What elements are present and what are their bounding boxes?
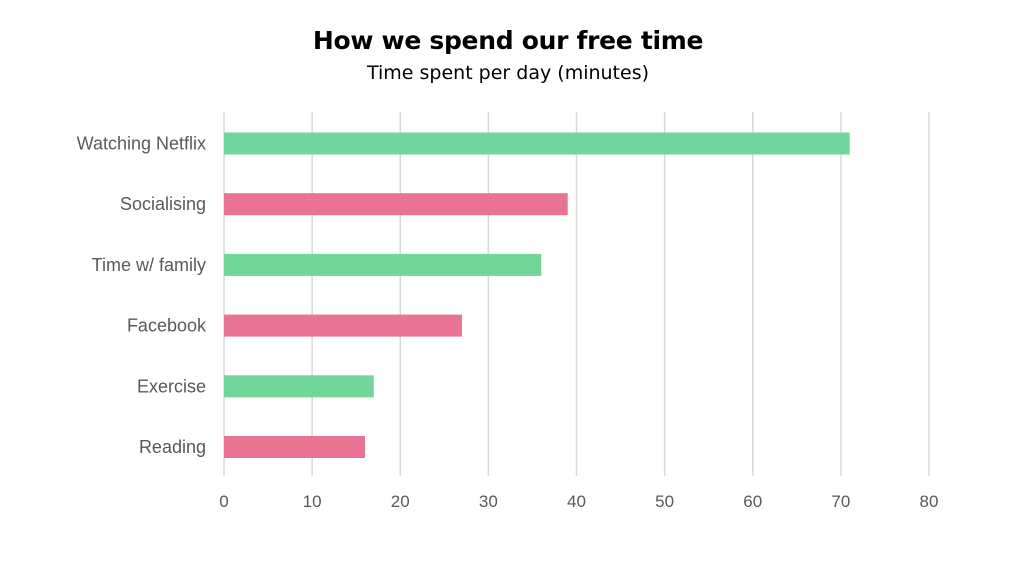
x-tick-label: 70 [831, 492, 850, 511]
chart-subtitle: Time spent per day (minutes) [366, 62, 650, 84]
x-tick-label: 40 [567, 492, 586, 511]
bar [224, 132, 850, 155]
gridlines [223, 112, 930, 476]
bar [224, 253, 542, 276]
x-axis-tick-labels: 0 10 20 30 40 50 60 70 80 [219, 492, 938, 511]
bar [224, 193, 568, 216]
bar [224, 436, 365, 458]
bars [224, 132, 850, 458]
category-label: Socialising [120, 194, 206, 214]
x-tick-label: 50 [655, 492, 674, 511]
x-tick-label: 20 [391, 492, 410, 511]
category-label: Exercise [137, 376, 206, 396]
category-label: Time w/ family [92, 255, 206, 275]
chart-title: How we spend our free time [312, 26, 704, 55]
category-label: Facebook [127, 316, 207, 336]
category-label: Watching Netflix [77, 134, 206, 154]
x-tick-label: 30 [479, 492, 498, 511]
x-tick-label: 0 [219, 492, 228, 511]
x-tick-label: 80 [920, 492, 939, 511]
bar [224, 314, 462, 337]
x-tick-label: 60 [743, 492, 762, 511]
x-tick-label: 10 [303, 492, 322, 511]
category-label: Reading [139, 437, 206, 457]
category-labels: Watching Netflix Socialising Time w/ famil… [77, 134, 207, 458]
bar [224, 375, 374, 398]
